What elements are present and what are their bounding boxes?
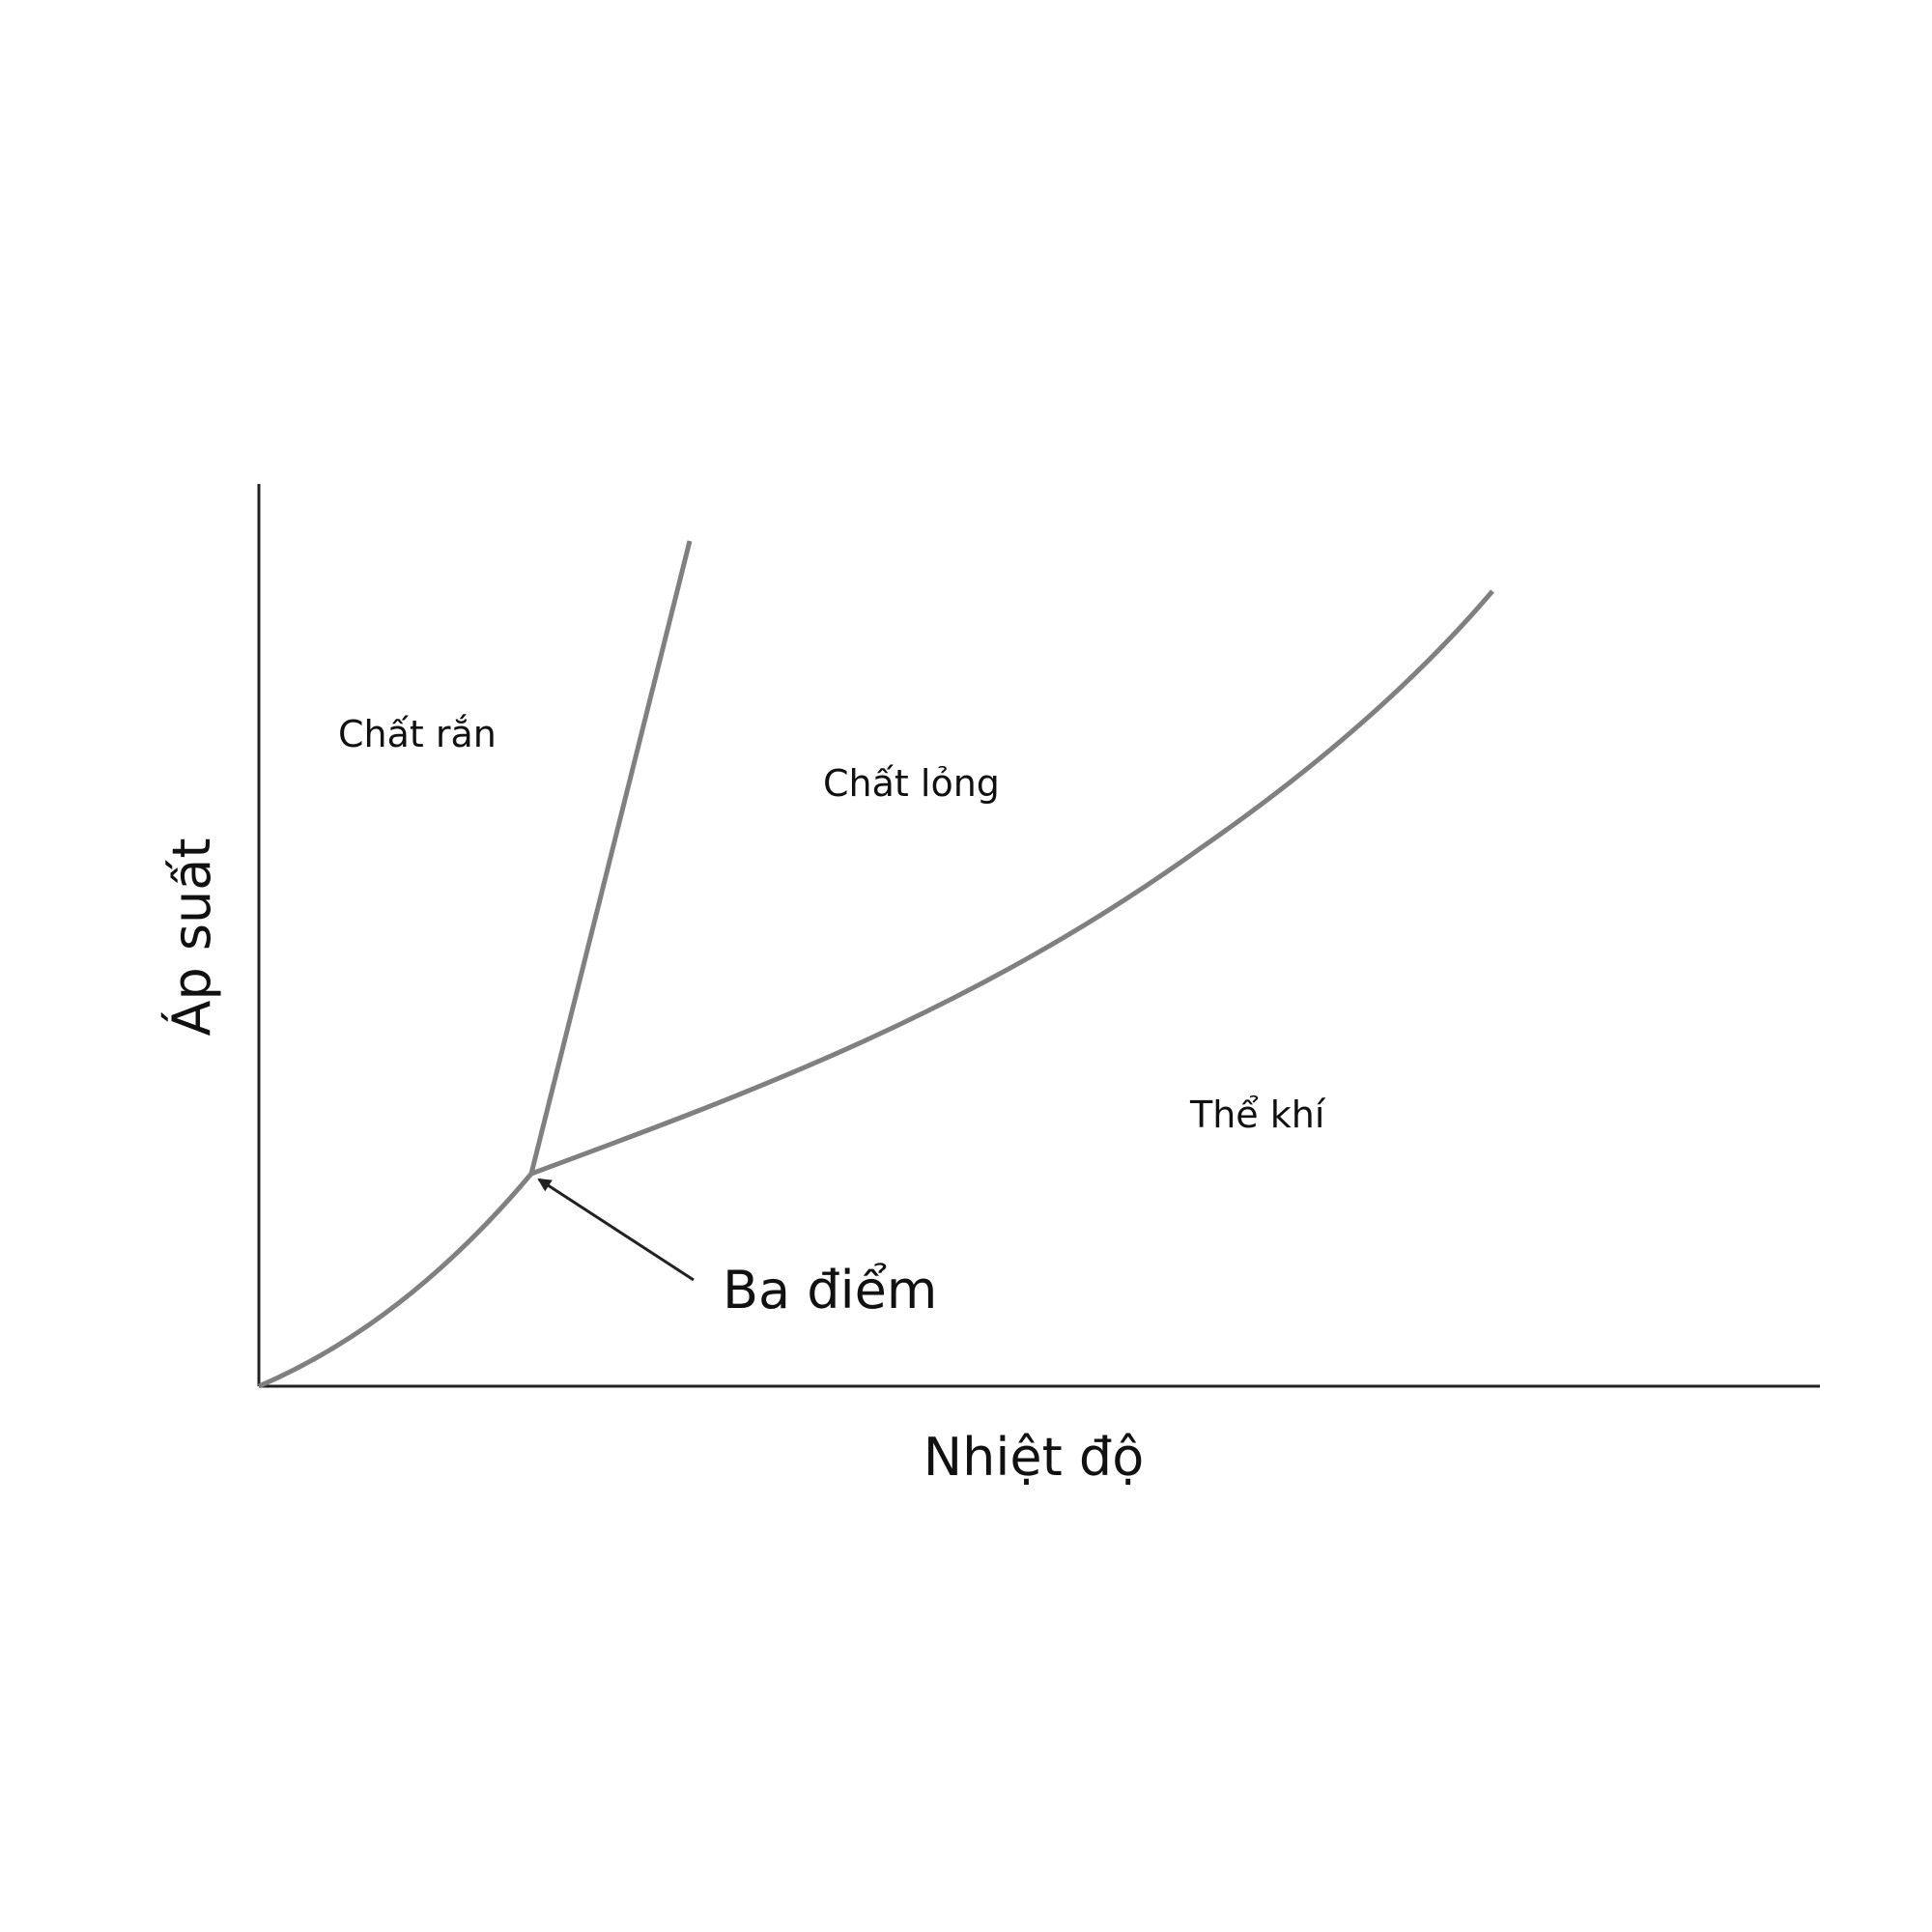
solid-region-label: Chất rắn bbox=[338, 713, 497, 755]
triple-point-label: Ba điểm bbox=[723, 1260, 937, 1321]
x-axis-label: Nhiệt độ bbox=[923, 1427, 1145, 1488]
triple-point-arrow bbox=[537, 1178, 695, 1282]
melting-curve bbox=[528, 540, 693, 1175]
y-axis-label: Áp suất bbox=[161, 838, 222, 1036]
vaporization-curve bbox=[530, 589, 1494, 1177]
sublimation-curve bbox=[258, 1172, 533, 1389]
liquid-region-label: Chất lỏng bbox=[823, 762, 1000, 805]
gas-region-label: Thể khí bbox=[1189, 1094, 1326, 1136]
